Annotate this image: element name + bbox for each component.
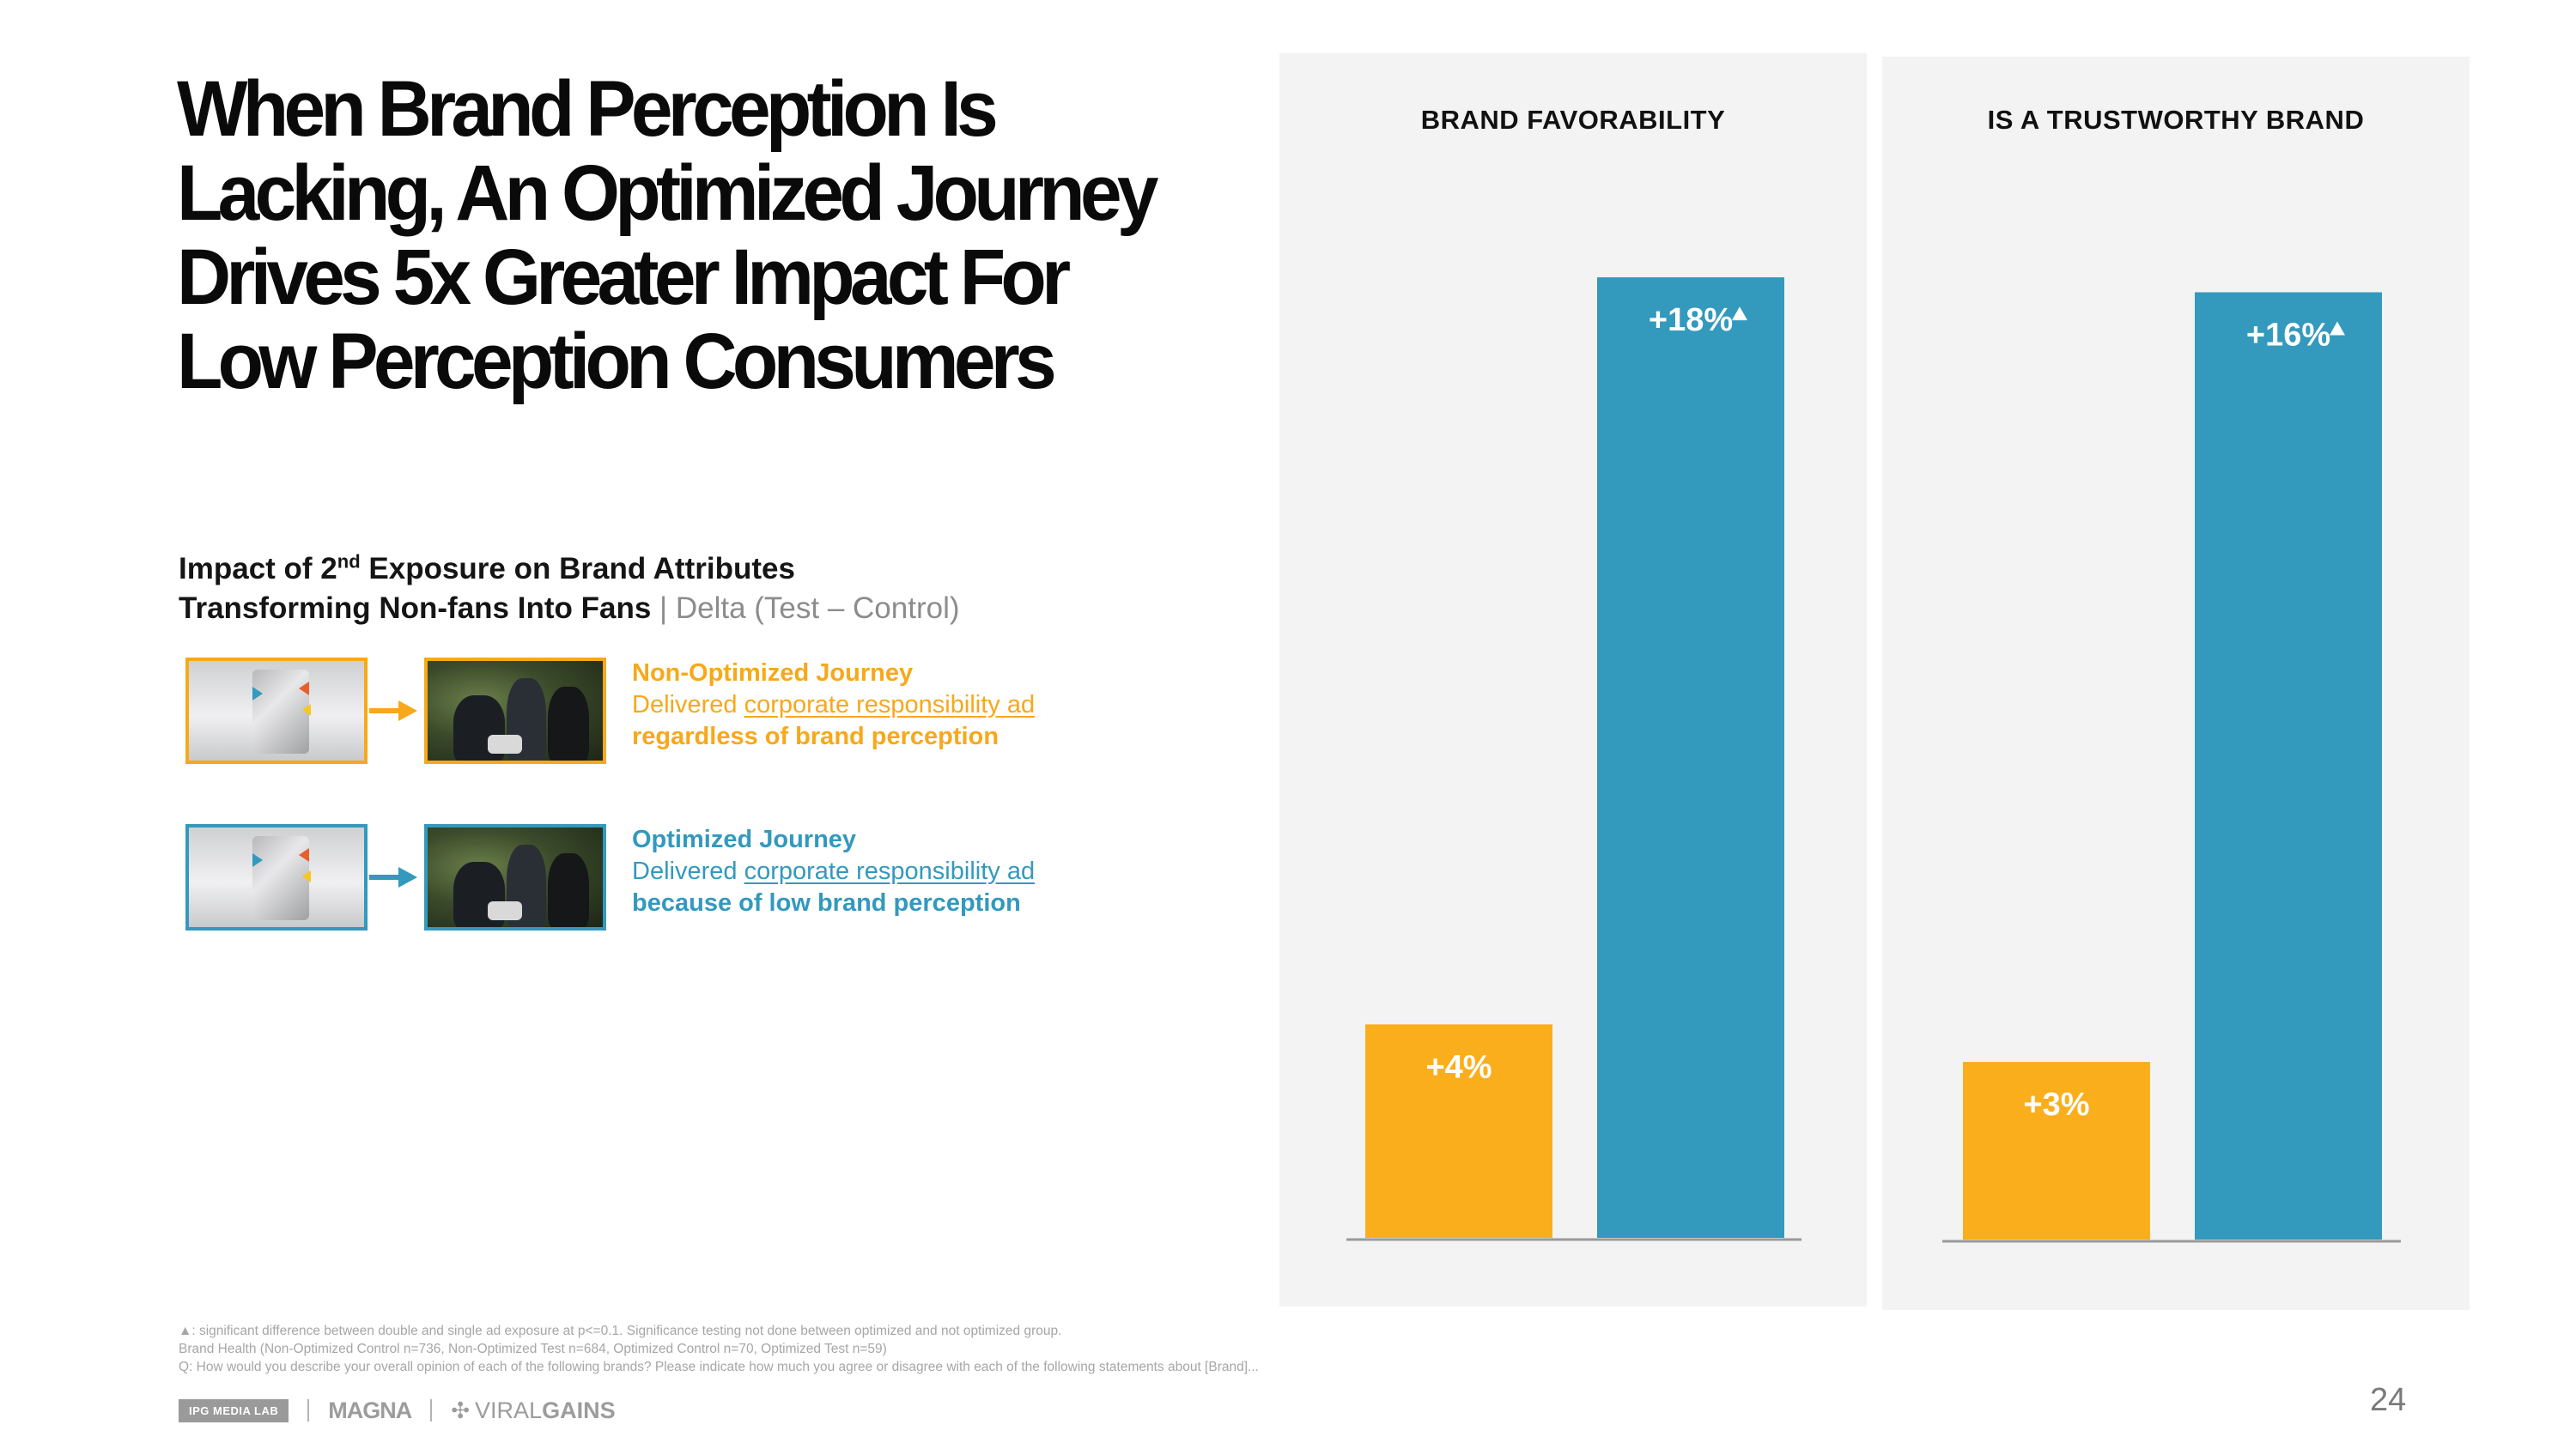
product-thumbnail [185,658,368,764]
footnote: Q: How would you describe your overall o… [179,1360,1259,1374]
legend-title: Optimized Journey [632,826,857,853]
viral-gains-logo: ✣ VIRAL GAINS [451,1397,616,1423]
bar-non-optimized-journey [1365,1024,1552,1238]
ipg-media-lab-logo: IPG MEDIA LAB [179,1398,289,1422]
bar-optimized-journey [2195,292,2382,1240]
chart-panel-brand-favorability: BRAND FAVORABILITY +4% +18% [1279,53,1867,1307]
legend-item-non-optimized: Non-Optimized Journey Delivered corporat… [182,658,1041,769]
legend-text-pre: Delivered [632,858,744,885]
page-number: 24 [2370,1382,2407,1418]
subtitle-sep: | [651,591,676,625]
data-label: +18% [1649,302,1733,338]
bar-optimized-journey [1597,277,1784,1239]
legend-text-post: regardless of brand perception [632,723,999,750]
chart-subtitle: Impact of 2nd Exposure on Brand Attribut… [179,549,1037,628]
legend-text-post: because of low brand perception [632,889,1021,917]
footnote: Brand Health (Non-Optimized Control n=73… [179,1342,887,1356]
bar-chart-trustworthy-brand: +3% +16% [1942,292,2401,1243]
magna-logo: MAGNA [328,1397,412,1423]
chart-title: IS A TRUSTWORTHY BRAND [1987,105,2365,135]
legend-text-pre: Delivered [632,691,744,718]
chart-title: BRAND FAVORABILITY [1420,105,1726,135]
chart-panel-trustworthy-brand: IS A TRUSTWORTHY BRAND +3% +16% [1882,57,2470,1310]
page-title: When Brand Perception Is Lacking, An Opt… [177,65,1159,405]
subtitle-delta: Delta (Test – Control) [675,591,960,625]
legend-text: Optimized Journey Delivered corporate re… [632,824,1078,919]
ad-thumbnail [424,824,606,931]
arrow-right-icon [369,867,417,888]
legend-link: corporate responsibility ad [744,858,1036,885]
bar-non-optimized-journey [1963,1062,2150,1240]
ad-thumbnail [424,658,606,764]
legend-title: Non-Optimized Journey [632,659,914,687]
subtitle-line2: Transforming Non-fans Into Fans [179,591,652,625]
footnote: ▲: significant difference between double… [179,1324,1062,1338]
footnotes: ▲: significant difference between double… [179,1322,1467,1376]
subtitle-sup: nd [337,550,361,573]
data-label: +16% [2246,317,2330,353]
arrow-right-icon [369,700,417,721]
footer-logos: IPG MEDIA LAB MAGNA ✣ VIRAL GAINS [179,1397,616,1423]
legend-link: corporate responsibility ad [744,691,1036,718]
subtitle-line1-post: Exposure on Brand Attributes [360,552,795,585]
significance-marker-icon [1732,306,1747,321]
legend-item-optimized: Optimized Journey Delivered corporate re… [182,824,1041,936]
divider [307,1399,310,1422]
data-label: +3% [2023,1087,2089,1123]
legend-text: Non-Optimized Journey Delivered corporat… [632,658,1078,753]
significance-marker-icon [2330,321,2345,336]
viral-gains-icon: ✣ [451,1397,471,1423]
data-label: +4% [1425,1049,1492,1085]
bar-chart-brand-favorability: +4% +18% [1346,277,1801,1241]
divider [430,1399,433,1422]
subtitle-line1-pre: Impact of 2 [179,552,337,585]
product-thumbnail [185,824,368,931]
